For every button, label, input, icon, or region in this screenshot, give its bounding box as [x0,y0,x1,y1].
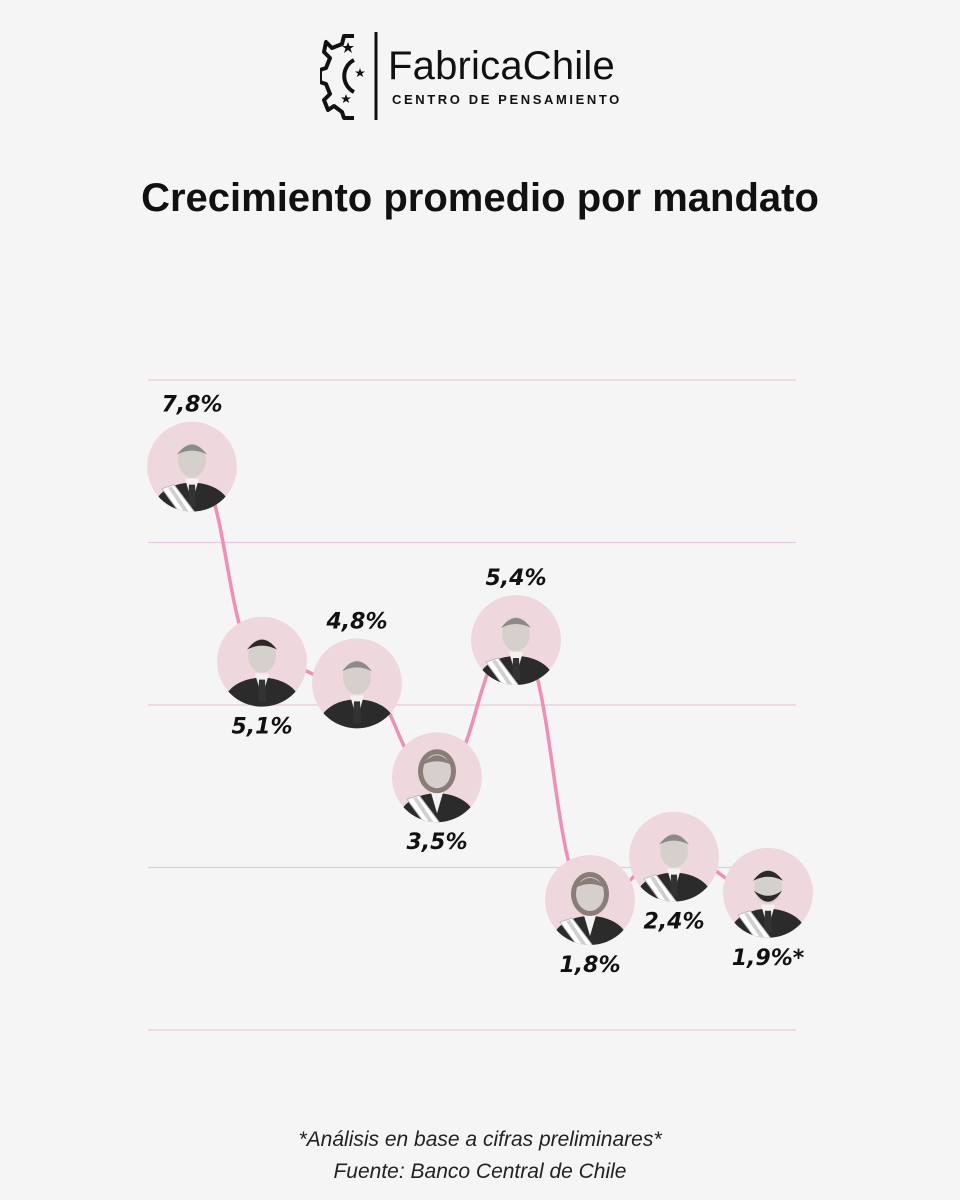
data-point-6-portrait-woman-sash-icon [545,855,635,945]
data-point-5-portrait-man-gray-hair-sash-icon [471,595,561,685]
data-point-3-portrait-man-light-hair-icon [312,638,402,729]
data-point-1-portrait-man-white-hair-sash-icon [147,421,237,512]
chart-gridlines [148,379,796,1031]
value-label-4: 3,5% [406,830,467,855]
brand-tagline: CENTRO DE PENSAMIENTO [392,92,622,107]
value-label-2: 5,1% [231,715,292,740]
footnote: *Análisis en base a cifras preliminares* [298,1128,662,1151]
data-point-4-portrait-woman-sash-icon [392,732,482,823]
data-point-8-portrait-man-beard-sash-icon [723,847,813,938]
value-label-5: 5,4% [485,566,546,591]
chart-value-labels: 7,8% 5,1% 4,8% 3,5% 5,4% 1,8% 2,4% 1,9%* [161,393,804,978]
value-label-1: 7,8% [161,393,222,418]
chart-markers [147,421,813,945]
brand-name: FabricaChile [388,44,615,88]
brand-logo: FabricaChile CENTRO DE PENSAMIENTO [320,28,650,124]
gear-stars-logo-icon [320,32,378,120]
data-point-2-portrait-man-dark-hair-icon [217,616,307,707]
source-note: Fuente: Banco Central de Chile [333,1160,627,1183]
value-label-8: 1,9%* [732,946,805,971]
value-label-3: 4,8% [325,609,387,634]
chart-title: Crecimiento promedio por mandato [141,176,819,220]
value-label-6: 1,8% [559,953,620,978]
value-label-7: 2,4% [643,910,704,935]
data-point-7-portrait-man-gray-hair-sash-icon [629,811,719,902]
